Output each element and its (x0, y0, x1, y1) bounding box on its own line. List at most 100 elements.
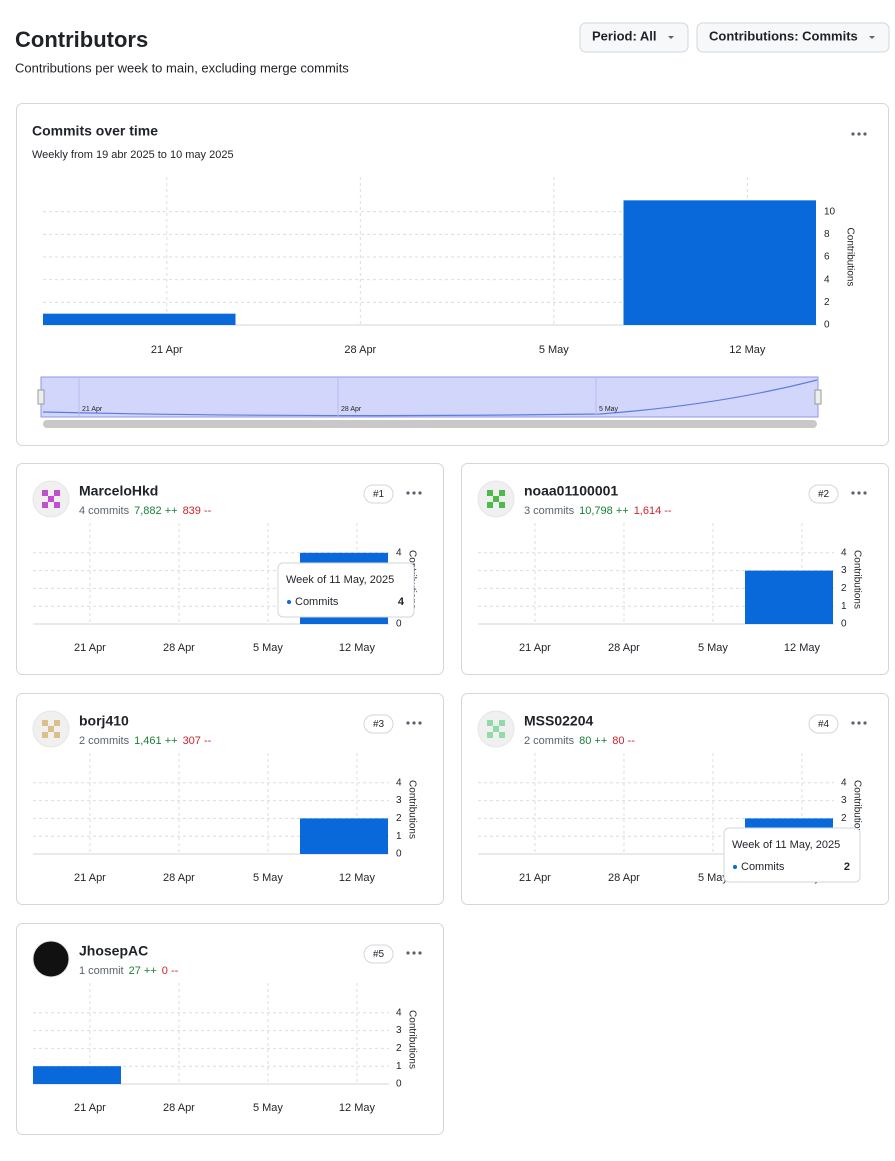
menu-dot (863, 721, 867, 725)
avatar-pixel (499, 720, 505, 726)
contributor-name[interactable]: MSS02204 (524, 713, 593, 729)
tooltip-value: 2 (844, 861, 850, 873)
rank-label: #1 (373, 489, 385, 500)
period-button[interactable] (579, 22, 689, 53)
rank-badge (808, 714, 839, 734)
avatar-pixel (487, 720, 493, 726)
y-axis-label: Contributions (851, 780, 862, 839)
x-tick-label: 28 Apr (608, 872, 640, 884)
bar (43, 313, 236, 325)
y-tick-label: 3 (396, 1025, 402, 1036)
rank-label: #4 (818, 719, 830, 730)
y-tick-label: 3 (841, 795, 847, 806)
contributions-button[interactable] (696, 22, 890, 53)
contributor-name[interactable]: MarceloHkd (79, 483, 158, 499)
rank-label: #2 (818, 489, 830, 500)
avatar-pixel (493, 496, 499, 502)
deletions: 839 -- (183, 505, 212, 517)
menu-dot (857, 491, 861, 495)
overview-line (42, 379, 818, 417)
avatar-pixel (42, 720, 48, 726)
menu-dot (412, 491, 416, 495)
avatar-pixel (54, 720, 60, 726)
y-tick-label: 3 (396, 795, 402, 806)
avatar-pixel (54, 732, 60, 738)
x-tick-label: 21 Apr (74, 642, 106, 654)
x-tick-label: 5 May (253, 872, 283, 884)
caret (668, 36, 674, 39)
x-tick-label: 28 Apr (344, 344, 376, 356)
bar (300, 818, 388, 854)
menu-dot (406, 491, 410, 495)
x-tick-label: 21 Apr (74, 872, 106, 884)
y-tick-label: 2 (841, 813, 847, 824)
brush-handle[interactable] (814, 389, 822, 405)
x-tick-label: 5 May (698, 642, 728, 654)
avatar (32, 940, 70, 978)
rank-badge (363, 484, 394, 504)
deletions: 80 -- (612, 735, 635, 747)
brush-handle[interactable] (37, 389, 45, 405)
x-tick-label: 12 May (784, 642, 821, 654)
x-tick-label: 21 Apr (519, 642, 551, 654)
menu-dot (851, 491, 855, 495)
contributor-stats: 3 commits 10,798 ++ 1,614 -- (524, 505, 672, 517)
x-tick-label: 28 Apr (163, 642, 195, 654)
rank-label: #5 (373, 949, 385, 960)
y-tick-label: 0 (396, 849, 402, 860)
additions: 10,798 ++ (579, 505, 629, 517)
menu-icon[interactable] (851, 132, 867, 136)
overview-label: 5 May (599, 406, 619, 413)
overview-label: 28 Apr (341, 406, 362, 413)
y-tick-label: 1 (396, 831, 402, 842)
menu-dot (857, 721, 861, 725)
tooltip (723, 827, 861, 883)
y-tick-label: 8 (824, 229, 830, 240)
y-tick-label: 4 (396, 1007, 402, 1018)
menu-dot (406, 951, 410, 955)
avatar-pixel (499, 490, 505, 496)
contributor-name[interactable]: JhosepAC (79, 943, 148, 959)
contributor-stats: 4 commits 7,882 ++ 839 -- (79, 505, 212, 517)
x-tick-label: 5 May (539, 344, 569, 356)
x-tick-label: 21 Apr (519, 872, 551, 884)
scrollbar[interactable] (43, 420, 817, 428)
overview-brush[interactable] (40, 376, 819, 418)
y-tick-label: 2 (396, 813, 402, 824)
bar (745, 570, 833, 624)
contributions-button-label: Contributions: Commits (709, 28, 858, 43)
tooltip-dot (733, 865, 737, 869)
y-tick-label: 2 (824, 297, 830, 308)
commit-count: 2 commits (524, 735, 575, 747)
avatar-pixel (48, 496, 54, 502)
avatar-pixel (499, 732, 505, 738)
x-tick-label: 12 May (339, 872, 376, 884)
y-tick-label: 4 (824, 274, 830, 285)
contributor-stats: 2 commits 1,461 ++ 307 -- (79, 735, 212, 747)
x-tick-label: 12 May (339, 1102, 376, 1114)
main-chart-subtitle: Weekly from 19 abr 2025 to 10 may 2025 (32, 149, 234, 161)
commit-count: 2 commits (79, 735, 130, 747)
y-tick-label: 0 (824, 320, 830, 331)
y-tick-label: 4 (396, 777, 402, 788)
contributor-name[interactable]: noaa01100001 (524, 483, 618, 499)
menu-dot (412, 721, 416, 725)
deletions: 1,614 -- (634, 505, 672, 517)
contributor-name[interactable]: borj410 (79, 713, 129, 729)
additions: 1,461 ++ (134, 735, 177, 747)
menu-dot (406, 721, 410, 725)
tooltip-dot (287, 600, 291, 604)
y-tick-label: 3 (841, 565, 847, 576)
avatar-pixel (487, 490, 493, 496)
y-tick-label: 2 (841, 583, 847, 594)
additions: 80 ++ (579, 735, 607, 747)
main-chart-title: Commits over time (32, 123, 158, 139)
menu-dot (851, 721, 855, 725)
x-tick-label: 28 Apr (163, 1102, 195, 1114)
contributor-stats: 2 commits 80 ++ 80 -- (524, 735, 635, 747)
deletions: 0 -- (162, 965, 179, 977)
rank-badge (363, 714, 394, 734)
x-tick-label: 28 Apr (608, 642, 640, 654)
tooltip-value: 4 (398, 596, 405, 608)
